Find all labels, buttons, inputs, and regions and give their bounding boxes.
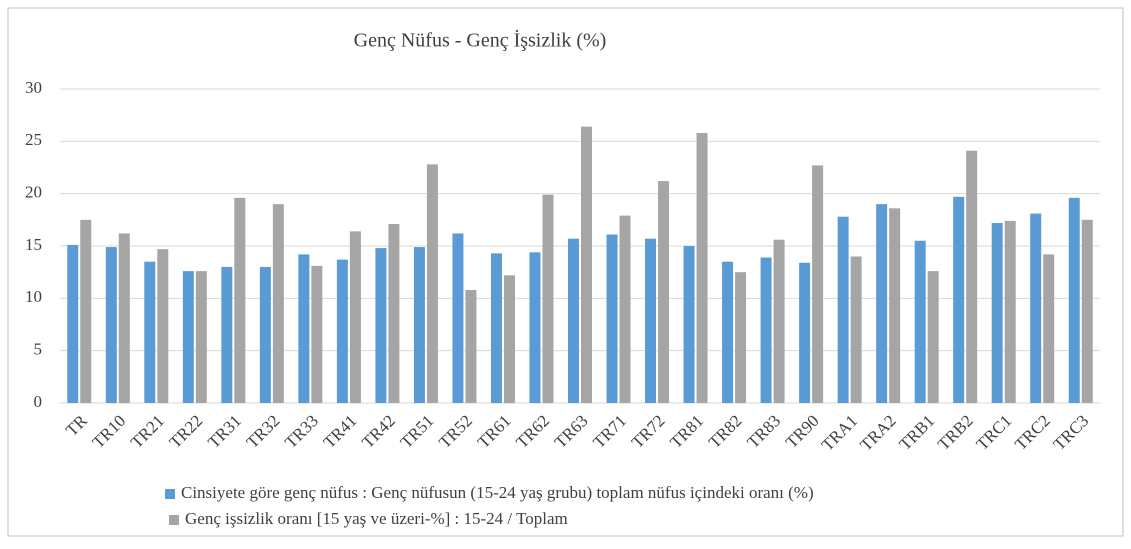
bar — [221, 266, 233, 403]
bar — [452, 233, 464, 403]
bar — [850, 256, 862, 403]
bar — [1004, 220, 1016, 403]
bar — [259, 266, 271, 403]
bar — [388, 224, 400, 403]
bar — [182, 271, 194, 403]
bar — [658, 181, 670, 403]
bar — [349, 231, 361, 403]
bar — [619, 215, 631, 403]
bar — [966, 150, 978, 403]
bar — [465, 289, 477, 403]
y-tick-label: 20 — [25, 183, 42, 202]
bar — [144, 261, 156, 403]
bar — [503, 275, 515, 403]
y-tick-label: 5 — [34, 340, 43, 359]
y-tick-label: 25 — [25, 130, 42, 149]
bar — [927, 271, 939, 403]
bar — [683, 246, 695, 403]
bar — [760, 257, 772, 403]
bar — [426, 164, 438, 403]
bar — [953, 196, 965, 403]
bar — [1043, 254, 1055, 403]
bar — [490, 253, 502, 403]
y-tick-label: 30 — [25, 78, 42, 97]
bar — [889, 208, 901, 403]
bar — [696, 132, 708, 403]
bar — [311, 265, 323, 403]
chart-title: Genç Nüfus - Genç İşsizlik (%) — [354, 29, 607, 52]
legend-label: Genç işsizlik oranı [15 yaş ve üzeri-%] … — [185, 509, 568, 528]
bar — [336, 259, 348, 403]
legend-swatch — [165, 489, 175, 499]
legend-label: Cinsiyete göre genç nüfus : Genç nüfusun… — [181, 483, 814, 502]
bar — [195, 271, 207, 403]
y-tick-label: 10 — [25, 287, 42, 306]
bar — [375, 248, 387, 403]
bar — [1030, 213, 1042, 403]
bar — [645, 238, 657, 403]
bar — [914, 240, 926, 403]
bar — [80, 219, 92, 403]
bar — [991, 222, 1003, 403]
bar — [157, 249, 169, 403]
bar — [568, 238, 579, 403]
bar — [812, 165, 824, 403]
bar — [799, 262, 811, 403]
bar — [1068, 197, 1080, 403]
y-tick-label: 0 — [34, 392, 43, 411]
bar — [298, 254, 310, 403]
y-tick-label: 15 — [25, 235, 42, 254]
bar — [272, 204, 284, 403]
bar — [722, 261, 734, 403]
bar — [773, 239, 785, 403]
bar — [876, 204, 888, 403]
legend-swatch — [169, 515, 179, 525]
bar — [1081, 219, 1093, 403]
bar — [735, 272, 747, 403]
bar — [105, 247, 117, 403]
bar — [413, 247, 425, 403]
bar — [606, 234, 618, 403]
bar — [118, 233, 130, 403]
bar — [67, 244, 79, 403]
bar — [837, 216, 849, 403]
bar — [581, 126, 592, 404]
bar — [234, 197, 246, 403]
bar — [529, 252, 541, 403]
bar — [542, 194, 554, 403]
